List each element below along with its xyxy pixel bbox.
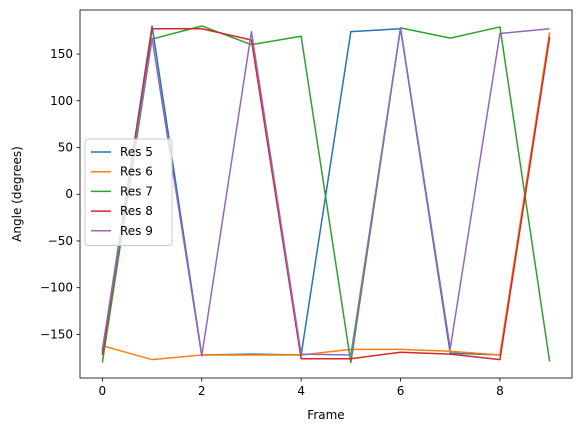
series-line-5: [101, 27, 550, 357]
y-axis: −150 −100 −50 0 50 100 150: [40, 47, 80, 341]
x-axis: 0 2 4 6 8: [99, 378, 504, 398]
y-tick-label: −50: [48, 234, 73, 248]
legend-label: Res 8: [120, 204, 153, 218]
series-line-3: [101, 25, 551, 364]
x-tick-label: 0: [99, 384, 107, 398]
series-layer: [101, 25, 551, 364]
y-axis-label: Angle (degrees): [10, 146, 24, 242]
legend-label: Res 5: [120, 145, 153, 159]
x-axis-label: Frame: [307, 408, 344, 422]
y-tick-label: 150: [50, 47, 73, 61]
x-tick-label: 6: [397, 384, 405, 398]
legend: Res 5 Res 6 Res 7 Res 8 Res 9: [84, 138, 173, 246]
x-tick-label: 2: [198, 384, 206, 398]
legend-box: [84, 138, 173, 246]
y-tick-label: 100: [50, 94, 73, 108]
y-tick-label: −100: [40, 281, 73, 295]
y-tick-label: 50: [58, 140, 73, 154]
legend-label: Res 6: [120, 165, 153, 179]
legend-label: Res 9: [120, 224, 153, 238]
series-line-1: [101, 25, 551, 356]
x-tick-label: 8: [496, 384, 504, 398]
legend-label: Res 7: [120, 184, 153, 198]
series-line-2: [102, 32, 551, 361]
x-tick-label: 4: [297, 384, 305, 398]
y-tick-label: −150: [40, 327, 73, 341]
y-tick-label: 0: [65, 187, 73, 201]
series-line-4: [101, 28, 551, 361]
